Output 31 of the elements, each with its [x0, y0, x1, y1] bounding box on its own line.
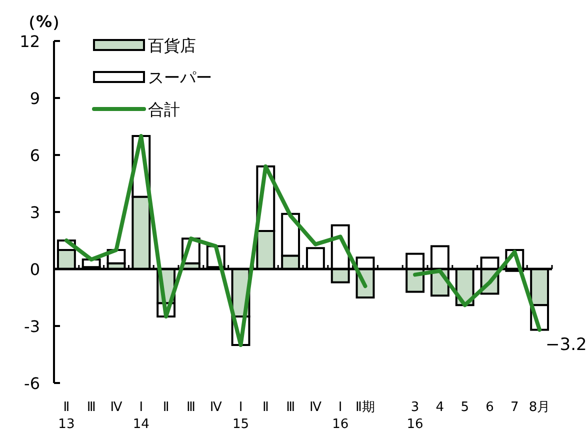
x-tick-label: Ⅱ: [262, 400, 269, 415]
y-tick-label: 6: [30, 146, 40, 165]
y-tick-label: 3: [30, 203, 40, 222]
x-tick-label: 5: [460, 400, 469, 415]
x-tick-label: 3 16: [406, 400, 424, 432]
x-tick-label: 7: [510, 400, 519, 415]
y-tick-label: 9: [30, 89, 40, 108]
legend-label: 百貨店: [148, 36, 196, 55]
x-tick-label: Ⅲ: [186, 400, 196, 415]
x-tick-label: Ⅲ: [286, 400, 296, 415]
legend-label: スーパー: [148, 68, 212, 87]
x-tick-label: Ⅳ: [110, 400, 122, 415]
x-tick-label: 8月: [528, 400, 550, 415]
x-tick-label: 6: [486, 400, 494, 415]
x-tick-label: Ⅰ 16: [332, 400, 349, 432]
y-tick-label: 12: [20, 32, 40, 51]
x-tick-label: Ⅱ 13: [58, 400, 75, 432]
annotation: −3.2: [546, 334, 587, 355]
x-tick-label: Ⅱ: [162, 400, 170, 415]
y-tick-label: 0: [30, 260, 40, 279]
x-tick-label: Ⅲ: [86, 400, 96, 415]
x-tick-label: Ⅳ: [309, 400, 322, 415]
y-tick-label: -6: [24, 374, 40, 393]
y-axis-title: （%）: [20, 12, 68, 31]
x-tick-label: Ⅰ 15: [232, 400, 250, 432]
x-tick-label: Ⅱ期: [356, 400, 375, 415]
x-tick-label: Ⅰ 14: [132, 400, 150, 432]
x-tick-label: 4: [436, 400, 444, 415]
x-tick-label: Ⅳ: [210, 400, 222, 415]
legend-label: 合計: [148, 100, 180, 119]
y-tick-label: -3: [24, 317, 40, 336]
